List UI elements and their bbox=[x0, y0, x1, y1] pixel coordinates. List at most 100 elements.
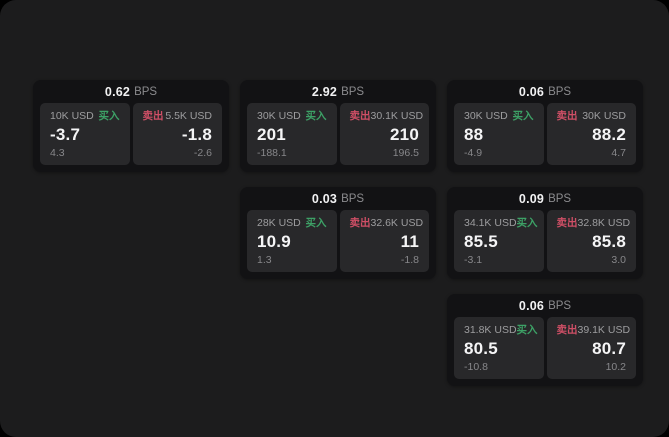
buy-price: 10.9 bbox=[257, 232, 291, 251]
bps-header: 0.09 BPS bbox=[447, 187, 643, 210]
buy-tag: 买入 bbox=[305, 217, 327, 229]
sell-amount-label: 5.5K USD bbox=[165, 110, 212, 122]
bps-label: BPS bbox=[341, 192, 365, 205]
sell-price: 11 bbox=[400, 232, 419, 251]
buy-delta: -4.9 bbox=[464, 147, 483, 159]
cards-grid: 0.62 BPS 10K USD 买入 -3.7 4.3 卖出 5.5K USD… bbox=[33, 80, 643, 386]
sell-quote-panel[interactable]: 卖出 32.6K USD 11 -1.8 bbox=[339, 210, 429, 272]
sell-price: 80.7 bbox=[592, 339, 626, 358]
buy-labels-row: 10K USD 买入 bbox=[50, 110, 120, 122]
sell-delta: 196.5 bbox=[392, 147, 419, 159]
sell-quote-panel[interactable]: 卖出 30K USD 88.2 4.7 bbox=[546, 103, 636, 165]
bps-header: 0.03 BPS bbox=[240, 187, 436, 210]
buy-delta: -3.1 bbox=[464, 254, 483, 266]
quote-card: 2.92 BPS 30K USD 买入 201 -188.1 卖出 30.1K … bbox=[240, 80, 436, 172]
bps-header: 2.92 BPS bbox=[240, 80, 436, 103]
bps-value: 2.92 bbox=[311, 84, 338, 99]
sell-quote-panel[interactable]: 卖出 32.8K USD 85.8 3.0 bbox=[546, 210, 636, 272]
sell-amount-label: 32.6K USD bbox=[370, 217, 424, 229]
sell-price: 210 bbox=[390, 125, 419, 144]
quote-body: 31.8K USD 买入 80.5 -10.8 卖出 39.1K USD 80.… bbox=[447, 317, 643, 386]
buy-price: -3.7 bbox=[50, 125, 81, 144]
bps-value: 0.06 bbox=[518, 84, 545, 99]
sell-labels-row: 卖出 32.6K USD bbox=[349, 217, 424, 229]
buy-amount-label: 34.1K USD bbox=[464, 217, 517, 229]
quote-card: 0.06 BPS 31.8K USD 买入 80.5 -10.8 卖出 39.1… bbox=[447, 294, 643, 386]
sell-tag: 卖出 bbox=[556, 110, 578, 122]
buy-amount-label: 30K USD bbox=[464, 110, 508, 122]
bps-value: 0.62 bbox=[104, 84, 131, 99]
quote-body: 10K USD 买入 -3.7 4.3 卖出 5.5K USD -1.8 -2.… bbox=[33, 103, 229, 172]
sell-labels-row: 卖出 32.8K USD bbox=[556, 217, 631, 229]
sell-amount-label: 30K USD bbox=[582, 110, 626, 122]
quote-card: 0.06 BPS 30K USD 买入 88 -4.9 卖出 30K USD 8… bbox=[447, 80, 643, 172]
quote-card: 0.03 BPS 28K USD 买入 10.9 1.3 卖出 32.6K US… bbox=[240, 187, 436, 279]
sell-labels-row: 卖出 30K USD bbox=[557, 110, 627, 122]
bps-value: 0.06 bbox=[518, 298, 545, 313]
bps-header: 0.06 BPS bbox=[447, 294, 643, 317]
sell-delta: 4.7 bbox=[611, 147, 626, 159]
buy-labels-row: 30K USD 买入 bbox=[464, 110, 534, 122]
buy-labels-row: 28K USD 买入 bbox=[257, 217, 327, 229]
sell-amount-label: 32.8K USD bbox=[577, 217, 631, 229]
buy-quote-panel[interactable]: 34.1K USD 买入 85.5 -3.1 bbox=[454, 210, 544, 272]
sell-tag: 卖出 bbox=[556, 217, 578, 229]
buy-quote-panel[interactable]: 30K USD 买入 88 -4.9 bbox=[454, 103, 544, 165]
bps-header: 0.06 BPS bbox=[447, 80, 643, 103]
sell-delta: -2.6 bbox=[193, 147, 212, 159]
bps-label: BPS bbox=[134, 85, 158, 98]
sell-delta: 3.0 bbox=[611, 254, 626, 266]
buy-price: 85.5 bbox=[464, 232, 498, 251]
sell-delta: -1.8 bbox=[400, 254, 419, 266]
sell-tag: 卖出 bbox=[556, 324, 578, 336]
buy-tag: 买入 bbox=[305, 110, 327, 122]
sell-price: 88.2 bbox=[592, 125, 626, 144]
sell-tag: 卖出 bbox=[349, 110, 371, 122]
buy-labels-row: 31.8K USD 买入 bbox=[464, 324, 538, 336]
sell-price: -1.8 bbox=[181, 125, 212, 144]
buy-delta: 1.3 bbox=[257, 254, 272, 266]
buy-quote-panel[interactable]: 31.8K USD 买入 80.5 -10.8 bbox=[454, 317, 544, 379]
buy-quote-panel[interactable]: 28K USD 买入 10.9 1.3 bbox=[247, 210, 337, 272]
quote-card: 0.09 BPS 34.1K USD 买入 85.5 -3.1 卖出 32.8K… bbox=[447, 187, 643, 279]
buy-delta: 4.3 bbox=[50, 147, 65, 159]
buy-price: 201 bbox=[257, 125, 286, 144]
sell-price: 85.8 bbox=[592, 232, 626, 251]
sell-labels-row: 卖出 30.1K USD bbox=[349, 110, 424, 122]
sell-amount-label: 30.1K USD bbox=[370, 110, 424, 122]
bps-value: 0.03 bbox=[311, 191, 338, 206]
buy-amount-label: 30K USD bbox=[257, 110, 301, 122]
buy-labels-row: 34.1K USD 买入 bbox=[464, 217, 538, 229]
buy-tag: 买入 bbox=[512, 110, 534, 122]
sell-labels-row: 卖出 39.1K USD bbox=[556, 324, 631, 336]
buy-delta: -188.1 bbox=[257, 147, 287, 159]
bps-label: BPS bbox=[548, 299, 572, 312]
quote-body: 34.1K USD 买入 85.5 -3.1 卖出 32.8K USD 85.8… bbox=[447, 210, 643, 279]
buy-delta: -10.8 bbox=[464, 361, 488, 373]
bps-label: BPS bbox=[548, 192, 572, 205]
sell-tag: 卖出 bbox=[349, 217, 371, 229]
sell-delta: 10.2 bbox=[605, 361, 626, 373]
sell-quote-panel[interactable]: 卖出 5.5K USD -1.8 -2.6 bbox=[132, 103, 222, 165]
buy-price: 88 bbox=[464, 125, 484, 144]
sell-labels-row: 卖出 5.5K USD bbox=[143, 110, 213, 122]
sell-quote-panel[interactable]: 卖出 30.1K USD 210 196.5 bbox=[339, 103, 429, 165]
sell-amount-label: 39.1K USD bbox=[577, 324, 631, 336]
bps-label: BPS bbox=[341, 85, 365, 98]
bps-value: 0.09 bbox=[518, 191, 545, 206]
bps-label: BPS bbox=[548, 85, 572, 98]
buy-quote-panel[interactable]: 30K USD 买入 201 -188.1 bbox=[247, 103, 337, 165]
buy-tag: 买入 bbox=[516, 324, 538, 336]
buy-labels-row: 30K USD 买入 bbox=[257, 110, 327, 122]
buy-quote-panel[interactable]: 10K USD 买入 -3.7 4.3 bbox=[40, 103, 130, 165]
bps-header: 0.62 BPS bbox=[33, 80, 229, 103]
buy-amount-label: 28K USD bbox=[257, 217, 301, 229]
sell-tag: 卖出 bbox=[142, 110, 164, 122]
buy-price: 80.5 bbox=[464, 339, 498, 358]
quote-body: 30K USD 买入 88 -4.9 卖出 30K USD 88.2 4.7 bbox=[447, 103, 643, 172]
buy-amount-label: 31.8K USD bbox=[464, 324, 517, 336]
quote-body: 30K USD 买入 201 -188.1 卖出 30.1K USD 210 1… bbox=[240, 103, 436, 172]
sell-quote-panel[interactable]: 卖出 39.1K USD 80.7 10.2 bbox=[546, 317, 636, 379]
